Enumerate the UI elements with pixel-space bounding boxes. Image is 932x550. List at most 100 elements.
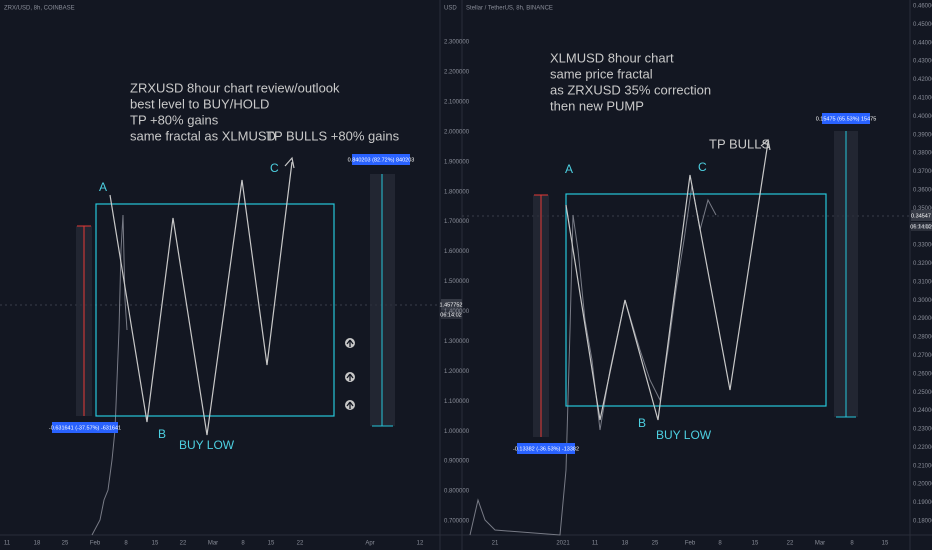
price-line	[91, 214, 128, 536]
date-tick: 15	[752, 541, 759, 547]
label: B	[158, 427, 166, 441]
note: ZRXUSD 8hour chart review/outlook	[130, 80, 340, 95]
measure-label-bg	[517, 443, 575, 454]
price-tag: 0.34547	[911, 213, 931, 219]
date-tick: 18	[34, 541, 41, 547]
timer-bg	[441, 310, 462, 319]
label: BUY LOW	[656, 428, 712, 442]
date-tick: 11	[4, 541, 11, 547]
date-tick: 15	[882, 541, 889, 547]
date-tick: Feb	[685, 541, 696, 547]
price-tag-bg	[911, 210, 932, 221]
date-tick: 15	[268, 541, 275, 547]
price-tick: 1.400000	[444, 309, 470, 315]
price-tick: 1.200000	[444, 369, 470, 375]
timer: 06:14:02	[910, 224, 931, 230]
price-tick: 2.300000	[444, 40, 470, 46]
range-box	[565, 193, 827, 407]
header: ZRX/USD, 8h, COINBASE	[4, 6, 75, 12]
note: XLMUSD 8hour chart	[550, 50, 674, 65]
price-tag-bg	[441, 299, 462, 310]
tp-note: TP BULLS	[709, 136, 771, 151]
price-tick: 1.900000	[444, 159, 470, 165]
header: Stellar / TetherUS, 8h, BINANCE	[466, 6, 553, 12]
price-tick: 1.800000	[444, 189, 470, 195]
date-tick: 21	[492, 541, 499, 547]
note: as ZRXUSD 35% correction	[550, 82, 711, 97]
date-tick: Feb	[90, 541, 101, 547]
price-tick: 2.200000	[444, 70, 470, 76]
price-tick: 0.900000	[444, 459, 470, 465]
measure-label: 0.15475 (65.53%) 15475	[816, 116, 877, 122]
date-tick: Apr	[365, 541, 374, 547]
label: BUY LOW	[179, 438, 235, 452]
tp-note: TP BULLS +80% gains	[266, 128, 400, 143]
date-tick: 2021	[556, 541, 570, 547]
date-tick: 8	[850, 541, 854, 547]
date-tick: 22	[180, 541, 187, 547]
label: C	[698, 160, 707, 174]
measure-label-bg	[52, 422, 118, 433]
note: then new PUMP	[550, 98, 644, 113]
date-tick: 11	[592, 541, 599, 547]
price-tick: 0.800000	[444, 489, 470, 495]
measure-label: -0.13382 (-36.53%) -13382	[513, 446, 579, 452]
price-tag: 1.457752	[440, 302, 463, 308]
measure-label-bg	[822, 113, 870, 124]
label: C	[270, 161, 279, 175]
date-tick: 8	[241, 541, 245, 547]
date-tick: 15	[152, 541, 159, 547]
date-tick: 25	[62, 541, 69, 547]
date-tick: 8	[718, 541, 722, 547]
date-tick: 22	[297, 541, 304, 547]
fractal-path	[109, 161, 293, 436]
date-tick: 25	[652, 541, 659, 547]
date-tick: 12	[417, 541, 424, 547]
price-tick: 1.500000	[444, 279, 470, 285]
arrow-head	[760, 138, 771, 151]
date-tick: 22	[787, 541, 794, 547]
note: best level to BUY/HOLD	[130, 96, 269, 111]
price-tick: 0.40000	[913, 114, 932, 120]
label: A	[565, 162, 573, 176]
date-tick: Mar	[208, 541, 218, 547]
price-tick: 0.20000	[913, 482, 932, 488]
arrow-head	[284, 156, 295, 169]
price-line	[469, 184, 717, 536]
date-tick: 18	[622, 541, 629, 547]
measure-label: -0.631641 (-37.57%) -631641	[49, 425, 121, 431]
measure-label-bg	[352, 154, 410, 165]
fractal-path	[565, 141, 769, 421]
price-tick: 1.100000	[444, 399, 470, 405]
timer: 06:14:02	[440, 312, 461, 318]
axis-unit: USD	[444, 6, 457, 12]
price-tick: 0.30000	[913, 298, 932, 304]
date-tick: Mar	[815, 541, 825, 547]
measure-label: 0.840203 (82.72%) 840203	[348, 157, 415, 163]
note: same fractal as XLMUSD	[130, 128, 276, 143]
